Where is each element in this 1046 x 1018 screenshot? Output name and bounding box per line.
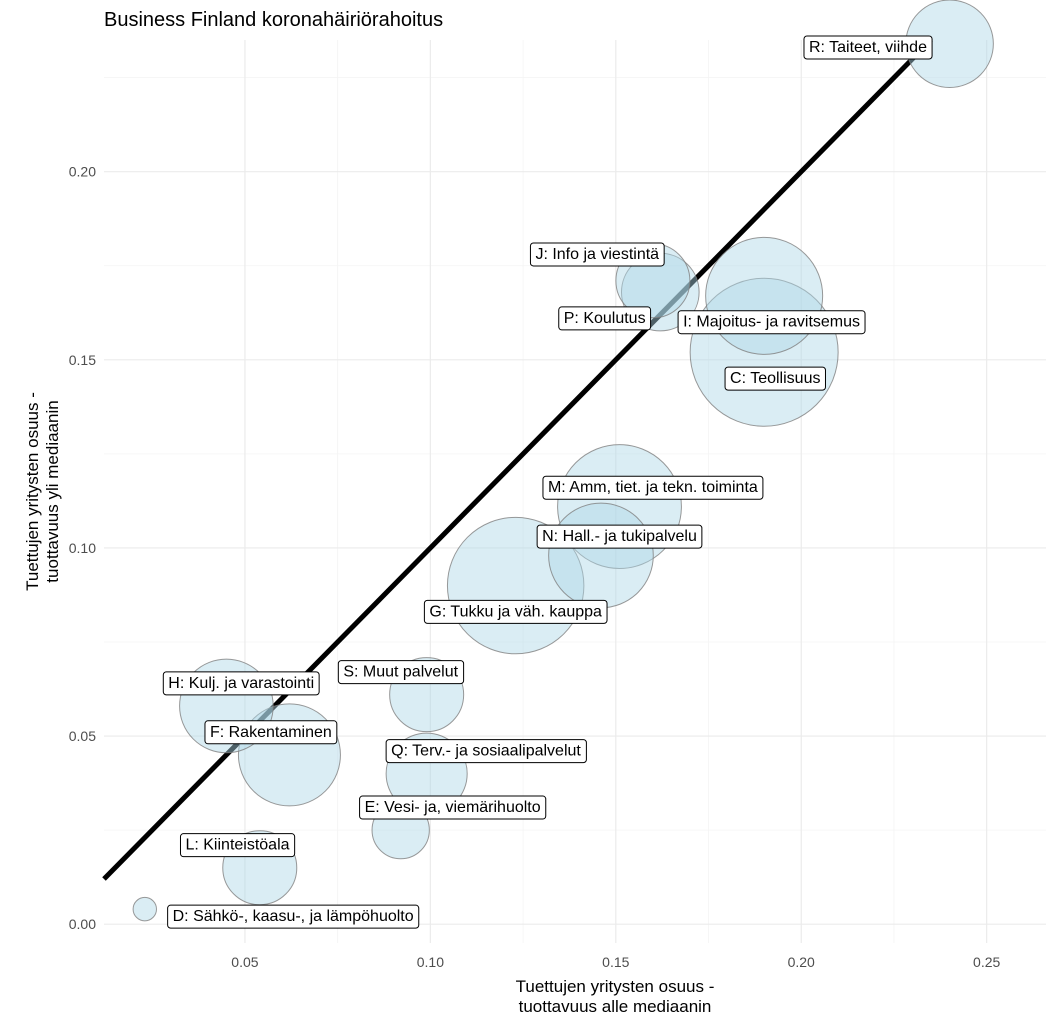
y-tick-label: 0.15 bbox=[69, 352, 96, 368]
point-label: N: Hall.- ja tukipalvelu bbox=[536, 524, 703, 549]
bubble-point bbox=[705, 236, 824, 355]
point-label: F: Rakentaminen bbox=[204, 720, 338, 745]
point-label-text: Q: Terv.- ja sosiaalipalvelut bbox=[391, 743, 581, 760]
chart-title: Business Finland koronahäiriörahoitus bbox=[104, 9, 443, 31]
point-label-box bbox=[162, 671, 320, 696]
point-label-text: C: Teollisuus bbox=[730, 370, 820, 387]
point-label: S: Muut palvelut bbox=[337, 660, 465, 685]
x-tick-label: 0.10 bbox=[417, 954, 444, 970]
point-label: J: Info ja viestintä bbox=[529, 242, 665, 267]
point-label-box bbox=[204, 720, 338, 745]
point-label-text: R: Taiteet, viihde bbox=[809, 39, 927, 56]
point-label-text: F: Rakentaminen bbox=[210, 724, 332, 741]
point-label-box bbox=[529, 242, 665, 267]
point-label-text: D: Sähkö-, kaasu-, ja lämpöhuolto bbox=[173, 908, 414, 925]
point-label-box bbox=[167, 904, 420, 929]
point-label-text: L: Kiinteistöala bbox=[185, 837, 289, 854]
point-label-box bbox=[536, 524, 703, 549]
y-tick-label: 0.00 bbox=[69, 916, 96, 932]
y-tick-label: 0.05 bbox=[69, 728, 96, 744]
point-label-box bbox=[337, 660, 465, 685]
point-label-box bbox=[179, 833, 296, 858]
bubbles bbox=[132, 0, 994, 922]
point-label-text: P: Koulutus bbox=[564, 310, 646, 327]
point-label-box bbox=[724, 366, 826, 391]
x-tick-label: 0.05 bbox=[231, 954, 258, 970]
x-tick-label: 0.15 bbox=[602, 954, 629, 970]
point-label: G: Tukku ja väh. kauppa bbox=[423, 599, 608, 624]
point-label-box bbox=[423, 599, 608, 624]
point-label: C: Teollisuus bbox=[724, 366, 826, 391]
x-tick-label: 0.25 bbox=[973, 954, 1000, 970]
bubble-point bbox=[548, 502, 654, 609]
point-label: Q: Terv.- ja sosiaalipalvelut bbox=[385, 739, 587, 764]
point-label-text: G: Tukku ja väh. kauppa bbox=[429, 603, 602, 620]
point-label-box bbox=[385, 739, 587, 764]
point-label: D: Sähkö-, kaasu-, ja lämpöhuolto bbox=[167, 904, 420, 929]
point-labels: R: Taiteet, viihde J: Info ja viestintä P:… bbox=[162, 35, 933, 929]
point-label-text: E: Vesi- ja, viemärihuolto bbox=[365, 799, 541, 816]
y-axis-title: tuottavuus yli mediaanin bbox=[43, 400, 62, 582]
x-axis-title: Tuettujen yritysten osuus - bbox=[516, 977, 715, 996]
point-label-text: I: Majoitus- ja ravitsemus bbox=[683, 314, 860, 331]
y-tick-label: 0.10 bbox=[69, 540, 96, 556]
point-label-text: H: Kulj. ja varastointi bbox=[168, 675, 314, 692]
point-label: L: Kiinteistöala bbox=[179, 833, 296, 858]
point-label: R: Taiteet, viihde bbox=[803, 35, 933, 60]
y-axis-title: Tuettujen yritysten osuus - bbox=[23, 392, 42, 591]
point-label-text: M: Amm, tiet. ja tekn. toiminta bbox=[548, 479, 758, 496]
point-label: I: Majoitus- ja ravitsemus bbox=[677, 310, 866, 335]
bubble-point bbox=[132, 896, 157, 922]
point-label-text: S: Muut palvelut bbox=[343, 664, 458, 681]
axes: 0.05 0.10 0.15 0.20 0.25 0.00 0.05 0.10 0.15 0.20… bbox=[23, 164, 1000, 1016]
point-label-text: N: Hall.- ja tukipalvelu bbox=[542, 528, 697, 545]
point-label: H: Kulj. ja varastointi bbox=[162, 671, 320, 696]
point-label-box bbox=[542, 475, 764, 500]
point-label-text: J: Info ja viestintä bbox=[535, 246, 659, 263]
point-label-box bbox=[803, 35, 933, 60]
point-label: M: Amm, tiet. ja tekn. toiminta bbox=[542, 475, 764, 500]
point-label-box bbox=[677, 310, 866, 335]
point-label-box bbox=[558, 306, 652, 331]
point-label: P: Koulutus bbox=[558, 306, 652, 331]
x-axis-title: tuottavuus alle mediaanin bbox=[519, 997, 712, 1016]
point-label: E: Vesi- ja, viemärihuolto bbox=[359, 795, 547, 820]
point-label-box bbox=[359, 795, 547, 820]
x-tick-label: 0.20 bbox=[788, 954, 815, 970]
y-tick-label: 0.20 bbox=[69, 164, 96, 180]
